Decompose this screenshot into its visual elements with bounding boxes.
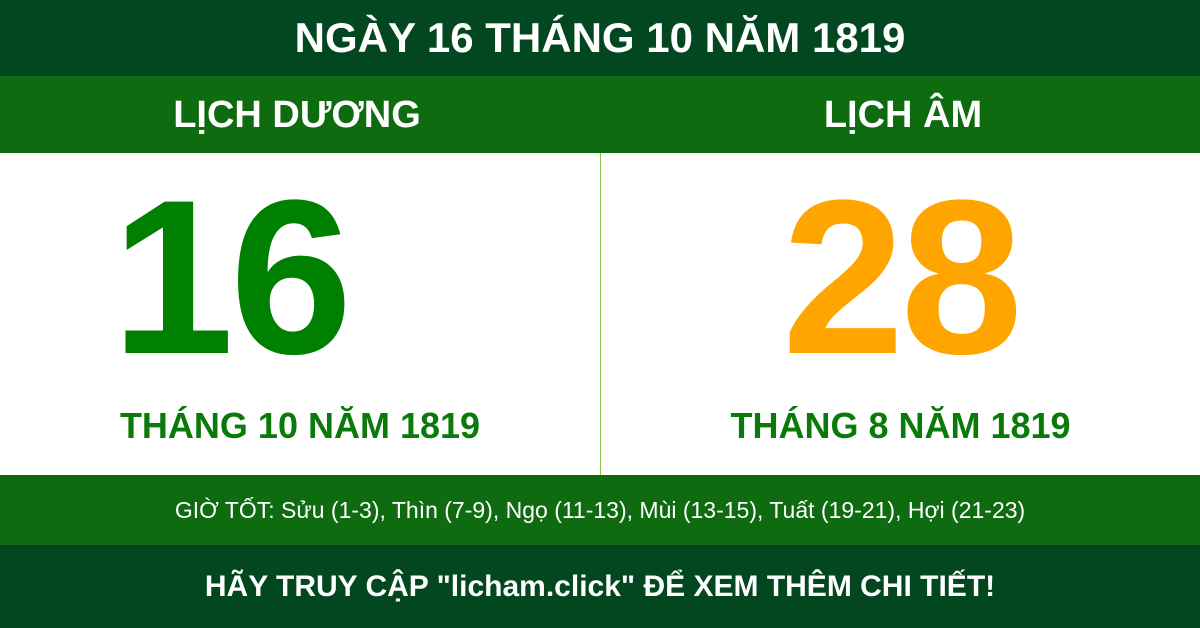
lunar-calendar-label: LỊCH ÂM xyxy=(823,93,983,136)
good-hours: GIỜ TỐT: Sửu (1-3), Thìn (7-9), Ngọ (11-… xyxy=(0,475,1200,545)
solar-calendar-label: LỊCH DƯƠNG xyxy=(173,93,421,136)
page-title: NGÀY 16 THÁNG 10 NĂM 1819 xyxy=(0,0,1200,76)
lunar-day: 28 xyxy=(782,154,1023,400)
calendar-headers: LỊCH DƯƠNG LỊCH ÂM xyxy=(0,76,1200,153)
solar-month-year: THÁNG 10 NĂM 1819 xyxy=(119,405,481,446)
solar-panel: 16 THÁNG 10 NĂM 1819 xyxy=(0,153,600,475)
solar-day: 16 xyxy=(111,154,353,400)
lunar-month-year: THÁNG 8 NĂM 1819 xyxy=(730,405,1071,446)
footer-cta: HÃY TRUY CẬP "licham.click" ĐỂ XEM THÊM … xyxy=(0,545,1200,628)
lunar-panel: 28 THÁNG 8 NĂM 1819 xyxy=(600,153,1200,475)
